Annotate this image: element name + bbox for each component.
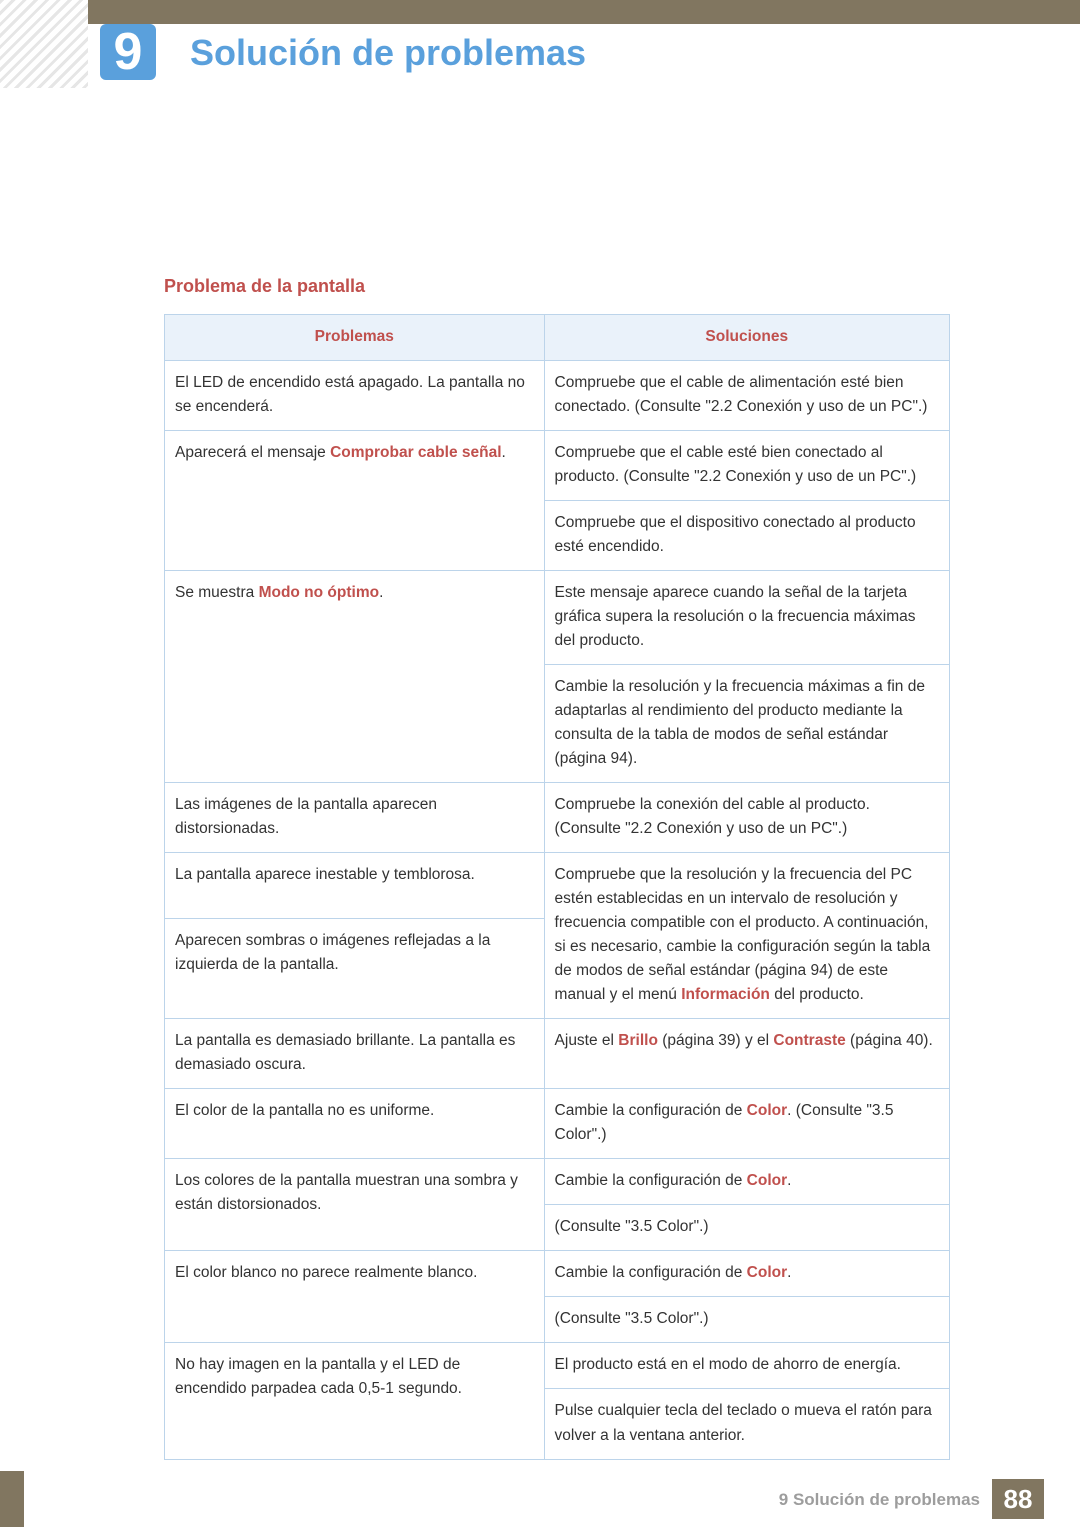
table-row: Se muestra Modo no óptimo.Este mensaje a… (165, 571, 950, 665)
highlight-term: Color (747, 1264, 787, 1281)
highlight-term: Brillo (618, 1032, 658, 1049)
table-row: El LED de encendido está apagado. La pan… (165, 361, 950, 431)
chapter-title: Solución de problemas (190, 32, 586, 74)
table-row: Aparecerá el mensaje Comprobar cable señ… (165, 431, 950, 501)
top-stripe (0, 0, 1080, 24)
cell-solution: Compruebe que la resolución y la frecuen… (544, 853, 949, 1019)
cell-solution: Compruebe que el cable esté bien conecta… (544, 431, 949, 501)
cell-solution: Cambie la configuración de Color. (544, 1251, 949, 1297)
cell-problem: La pantalla aparece inestable y tembloro… (165, 853, 545, 919)
cell-problem: Los colores de la pantalla muestran una … (165, 1159, 545, 1251)
cell-solution: Cambie la resolución y la frecuencia máx… (544, 665, 949, 783)
cell-problem: Se muestra Modo no óptimo. (165, 571, 545, 783)
cell-solution: El producto está en el modo de ahorro de… (544, 1343, 949, 1389)
corner-hatch (0, 0, 88, 88)
chapter-number-badge: 9 (100, 24, 156, 80)
highlight-term: Color (747, 1172, 787, 1189)
cell-solution: (Consulte "3.5 Color".) (544, 1297, 949, 1343)
cell-problem: La pantalla es demasiado brillante. La p… (165, 1019, 545, 1089)
table-row: El color de la pantalla no es uniforme.C… (165, 1089, 950, 1159)
table-row: La pantalla es demasiado brillante. La p… (165, 1019, 950, 1089)
cell-solution: Pulse cualquier tecla del teclado o muev… (544, 1389, 949, 1459)
footer-left-tab (0, 1471, 24, 1527)
cell-solution: Compruebe que el cable de alimentación e… (544, 361, 949, 431)
highlight-term: Color (747, 1102, 787, 1119)
highlight-term: Modo no óptimo (259, 584, 380, 601)
cell-problem: El color de la pantalla no es uniforme. (165, 1089, 545, 1159)
cell-problem: El LED de encendido está apagado. La pan… (165, 361, 545, 431)
table-row: No hay imagen en la pantalla y el LED de… (165, 1343, 950, 1389)
cell-solution: Cambie la configuración de Color. (Consu… (544, 1089, 949, 1159)
cell-problem: Aparecerá el mensaje Comprobar cable señ… (165, 431, 545, 571)
cell-solution: Compruebe que el dispositivo conectado a… (544, 501, 949, 571)
cell-problem: No hay imagen en la pantalla y el LED de… (165, 1343, 545, 1459)
cell-problem: Aparecen sombras o imágenes reflejadas a… (165, 919, 545, 1019)
table-row: Las imágenes de la pantalla aparecen dis… (165, 783, 950, 853)
cell-solution: Cambie la configuración de Color. (544, 1159, 949, 1205)
th-problems: Problemas (165, 315, 545, 361)
highlight-term: Contraste (773, 1032, 845, 1049)
cell-solution: Este mensaje aparece cuando la señal de … (544, 571, 949, 665)
page-number-badge: 88 (992, 1479, 1044, 1519)
section-title: Problema de la pantalla (164, 276, 365, 297)
highlight-term: Comprobar cable señal (330, 444, 501, 461)
cell-solution: Ajuste el Brillo (página 39) y el Contra… (544, 1019, 949, 1089)
table-row: La pantalla aparece inestable y tembloro… (165, 853, 950, 919)
troubleshooting-table: Problemas Soluciones El LED de encendido… (164, 314, 950, 1460)
table-row: El color blanco no parece realmente blan… (165, 1251, 950, 1297)
highlight-term: Información (681, 986, 770, 1003)
th-solutions: Soluciones (544, 315, 949, 361)
cell-problem: El color blanco no parece realmente blan… (165, 1251, 545, 1343)
footer-text: 9 Solución de problemas (779, 1490, 980, 1510)
page-footer: 9 Solución de problemas 88 (0, 1471, 1080, 1527)
cell-problem: Las imágenes de la pantalla aparecen dis… (165, 783, 545, 853)
cell-solution: (Consulte "3.5 Color".) (544, 1205, 949, 1251)
table-row: Los colores de la pantalla muestran una … (165, 1159, 950, 1205)
cell-solution: Compruebe la conexión del cable al produ… (544, 783, 949, 853)
